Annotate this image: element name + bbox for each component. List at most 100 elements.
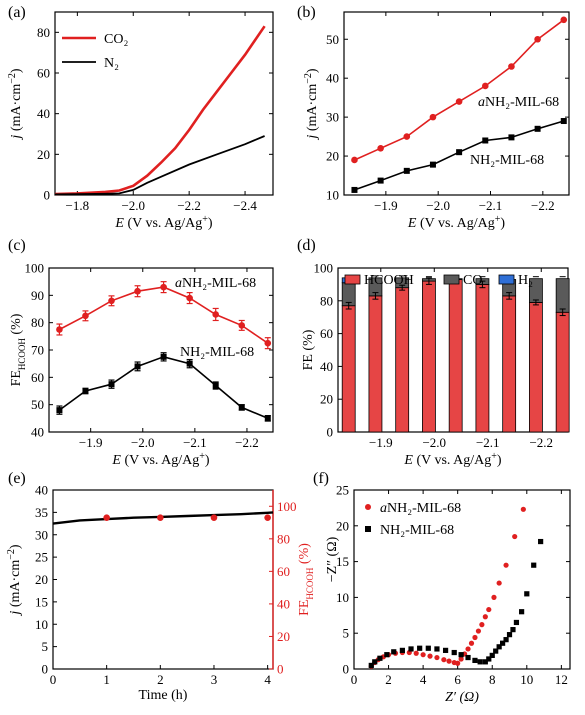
series-0-point bbox=[446, 658, 452, 664]
y-axis-label: −Z″ (Ω) bbox=[325, 536, 340, 582]
x-tick-label: 6 bbox=[454, 672, 461, 687]
bar-hcooh bbox=[502, 295, 517, 433]
y-right-tick-label: 100 bbox=[277, 499, 297, 514]
series-1-point bbox=[482, 137, 489, 144]
y-right-tick-label: 60 bbox=[277, 564, 290, 579]
series-0-point bbox=[377, 144, 384, 152]
series-0-point bbox=[441, 657, 447, 663]
series-1-point bbox=[458, 652, 464, 658]
y-axis-label: FEHCOOH (%) bbox=[9, 313, 27, 386]
series-1-point bbox=[477, 659, 483, 665]
series-1-point bbox=[524, 591, 530, 597]
bar-co bbox=[555, 278, 570, 313]
series-0-point bbox=[475, 628, 482, 634]
legend-label: aNH₂-MIL-68 bbox=[380, 501, 461, 516]
series-0-point bbox=[468, 640, 475, 646]
series-0-point bbox=[534, 35, 541, 43]
series-0-point bbox=[455, 660, 461, 666]
panel-label: (c) bbox=[8, 237, 26, 254]
series-0-point bbox=[455, 98, 463, 105]
y-tick-label: 80 bbox=[37, 25, 50, 40]
panel-label: (e) bbox=[8, 470, 26, 487]
series-1-point bbox=[506, 632, 513, 638]
series-1-point bbox=[429, 161, 436, 168]
series-0-point bbox=[427, 653, 433, 659]
y-tick-label: 0 bbox=[44, 188, 51, 203]
series-0-point bbox=[465, 646, 471, 652]
x-tick-label: 2 bbox=[157, 672, 164, 687]
series-1-point bbox=[391, 649, 397, 655]
series-0-point bbox=[503, 562, 509, 568]
series-1-point bbox=[508, 134, 515, 141]
y-tick-label: 20 bbox=[35, 572, 48, 587]
legend-label: HCOOH bbox=[364, 273, 414, 288]
y-tick-label: 0 bbox=[327, 425, 334, 440]
series-0-point bbox=[560, 16, 568, 24]
bar-hcooh bbox=[475, 283, 490, 433]
series-0-point bbox=[472, 634, 478, 641]
x-axis-label: Time (h) bbox=[139, 688, 188, 703]
legend-label: CO bbox=[463, 273, 482, 288]
series-1-point bbox=[186, 360, 193, 367]
x-tick-label: 1 bbox=[103, 672, 110, 687]
series-1-point bbox=[493, 648, 499, 654]
x-tick-label: −2.2 bbox=[531, 198, 555, 213]
series-1-point bbox=[264, 514, 271, 521]
y-tick-label: 10 bbox=[336, 590, 349, 605]
x-tick-label: 4 bbox=[264, 672, 271, 687]
series-0-point bbox=[481, 82, 489, 90]
series-1-point bbox=[377, 655, 383, 661]
y-axis-label: j (mA·cm−2) bbox=[6, 544, 24, 616]
series-0-point bbox=[186, 294, 193, 302]
series-0-point bbox=[238, 322, 246, 329]
series-1-point bbox=[372, 659, 378, 665]
y-axis-label: j (mA·cm−2) bbox=[303, 68, 321, 140]
y-axis-label: j (mA·cm−2) bbox=[7, 68, 25, 140]
x-tick-label: −2.1 bbox=[183, 435, 207, 450]
x-tick-label: −2.1 bbox=[479, 198, 503, 213]
series-1-point bbox=[157, 514, 164, 521]
x-tick-label: −2.0 bbox=[426, 198, 450, 213]
y-tick-label: 15 bbox=[35, 594, 48, 609]
y-tick-label: 40 bbox=[35, 483, 48, 498]
series-1-point bbox=[519, 609, 525, 615]
y-tick-label: 0 bbox=[343, 662, 350, 677]
y-tick-label: 70 bbox=[31, 343, 44, 358]
x-tick-label: −2.0 bbox=[121, 198, 145, 213]
y-tick-label: 100 bbox=[314, 261, 334, 276]
legend-label: N₂ bbox=[104, 56, 119, 71]
series-0-point bbox=[160, 283, 167, 291]
x-tick-label: 0 bbox=[50, 672, 57, 687]
x-axis-label: E (V vs. Ag/Ag+) bbox=[111, 451, 210, 469]
series-1-point bbox=[264, 415, 271, 422]
series-0-point bbox=[496, 580, 502, 586]
y-right-tick-label: 20 bbox=[277, 629, 290, 644]
series-1-point bbox=[425, 645, 431, 651]
series-1-point bbox=[212, 382, 219, 389]
y-tick-label: 15 bbox=[336, 554, 349, 569]
series-0-point bbox=[458, 656, 464, 662]
y-tick-label: 10 bbox=[326, 188, 339, 203]
x-tick-label: −1.9 bbox=[79, 435, 103, 450]
series-0-point bbox=[434, 654, 440, 661]
series-1-point bbox=[500, 640, 506, 646]
series-0-point bbox=[482, 614, 488, 620]
bar-hcooh bbox=[529, 302, 543, 433]
series-0-point bbox=[512, 533, 518, 540]
x-tick-label: −1.9 bbox=[374, 198, 398, 213]
series-1-point bbox=[434, 646, 440, 652]
series-1-point bbox=[513, 619, 520, 626]
x-axis-label: E (V vs. Ag/Ag+) bbox=[403, 451, 502, 469]
series-1-point bbox=[384, 652, 390, 658]
x-tick-label: −2.2 bbox=[235, 435, 259, 450]
x-tick-label: −2.2 bbox=[529, 435, 553, 450]
panel-a: −1.8 −2.0 −2.2 −2.4 0 20 40 60 80 (a) j (mA·cm−2) E… bbox=[7, 4, 274, 231]
x-tick-label: −2.1 bbox=[476, 435, 500, 450]
series-1-point bbox=[496, 644, 502, 650]
x-tick-label: 2 bbox=[385, 672, 392, 687]
y-tick-label: 100 bbox=[25, 261, 45, 276]
series-1-point bbox=[403, 167, 410, 174]
y-axis-label: FE (%) bbox=[301, 329, 316, 370]
x-tick-label: −2.0 bbox=[422, 435, 446, 450]
